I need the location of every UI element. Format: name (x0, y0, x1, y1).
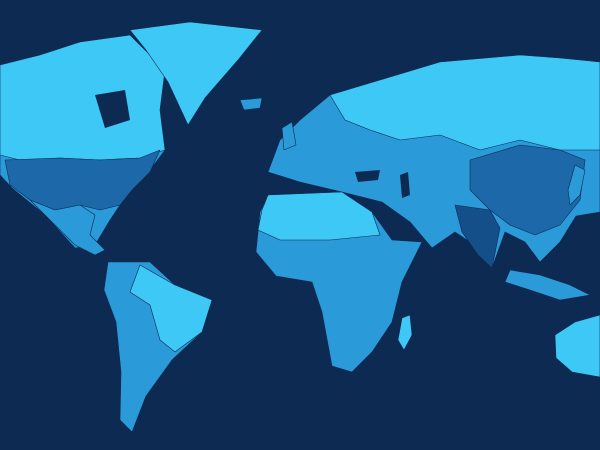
caspian-sea (400, 172, 410, 198)
hudson-bay (95, 90, 130, 128)
region-indonesia (504, 269, 591, 301)
region-australia (554, 314, 600, 378)
region-uk (281, 121, 297, 151)
region-iceland (239, 97, 263, 111)
region-japan (567, 164, 586, 206)
region-china (469, 144, 586, 236)
region-greenland (129, 21, 263, 126)
black-sea (355, 170, 380, 182)
region-brazil (129, 264, 213, 353)
region-north-africa (257, 191, 381, 241)
region-madagascar (397, 314, 413, 351)
region-mexico-central-america (29, 199, 106, 256)
region-india (454, 204, 501, 269)
